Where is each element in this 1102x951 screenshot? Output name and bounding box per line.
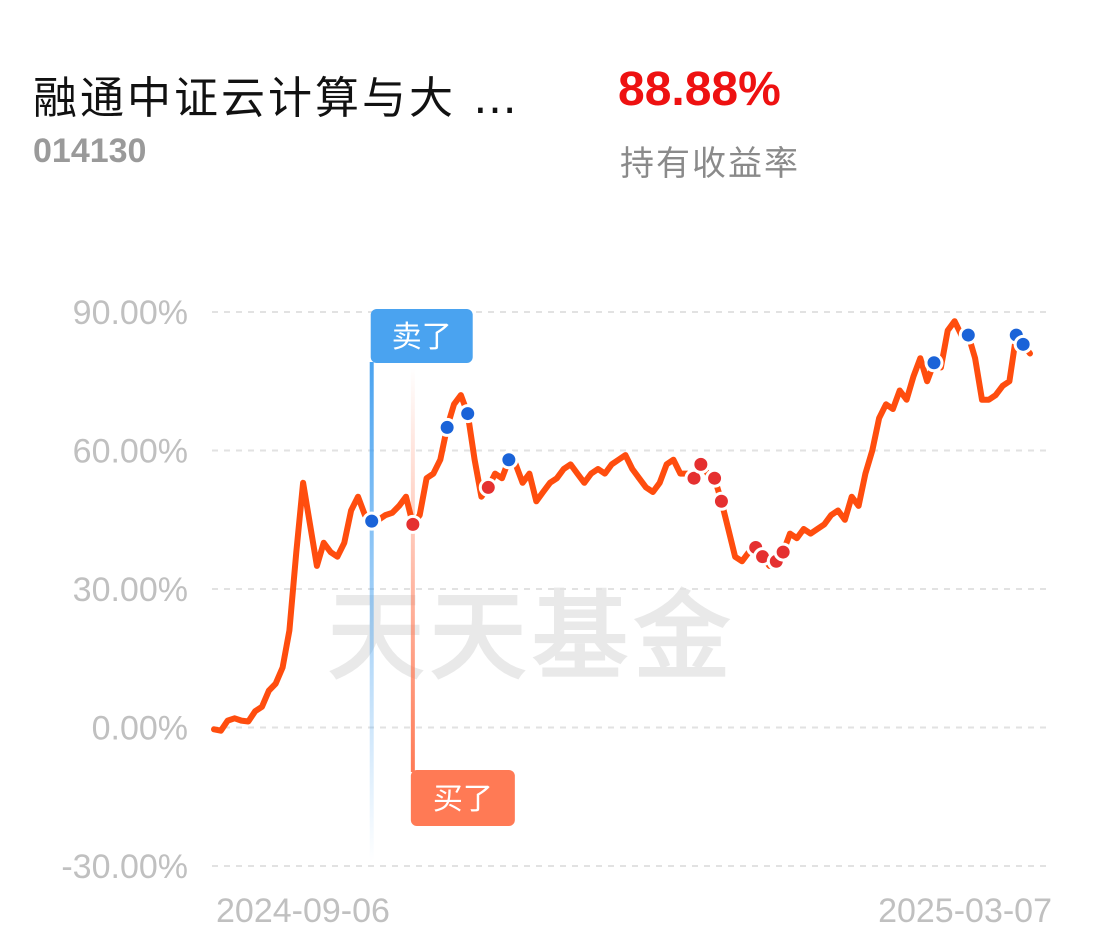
fund-code: 014130 [33,132,147,170]
buy-marker[interactable] [691,454,711,474]
trade-markers [362,325,1033,571]
y-tick-label: 90.00% [73,294,188,332]
buy-marker[interactable] [403,514,423,534]
chart-grid [212,311,1052,867]
y-tick-label: 0.00% [92,710,188,748]
holding-return-value: 88.88% [618,63,781,116]
y-tick-label: 60.00% [73,433,188,471]
sell-marker[interactable] [458,404,478,424]
sell-badge[interactable] [370,309,473,363]
buy-guide-line [410,368,415,772]
buy-badge-label: 买了 [433,782,493,817]
x-tick-label: 2025-03-07 [878,892,1052,930]
buy-marker[interactable] [478,477,498,497]
buy-badge[interactable] [410,770,515,826]
sell-marker[interactable] [499,450,519,470]
sell-marker[interactable] [437,417,457,437]
x-axis-ticks: 2024-09-06 2025-03-07 [216,892,1052,930]
y-tick-label: 30.00% [73,571,188,609]
sell-marker[interactable] [924,353,944,373]
series-line [211,318,1033,734]
y-axis-ticks: 90.00% 60.00% 30.00% 0.00% -30.00% [61,294,188,886]
sell-marker[interactable] [958,325,978,345]
sell-guide-line [369,362,374,862]
buy-marker[interactable] [773,542,793,562]
trade-guides [369,362,415,862]
watermark-text: 天天基金 [328,581,736,693]
x-tick-label: 2024-09-06 [216,892,390,930]
holding-return-label: 持有收益率 [620,144,800,184]
buy-marker[interactable] [711,491,731,511]
buy-marker[interactable] [705,468,725,488]
sell-marker[interactable] [362,511,382,531]
sell-marker[interactable] [1013,334,1033,354]
y-tick-label: -30.00% [61,848,188,886]
sell-badge-label: 卖了 [392,320,452,355]
fund-name: 融通中证云计算与大 … [33,73,520,124]
